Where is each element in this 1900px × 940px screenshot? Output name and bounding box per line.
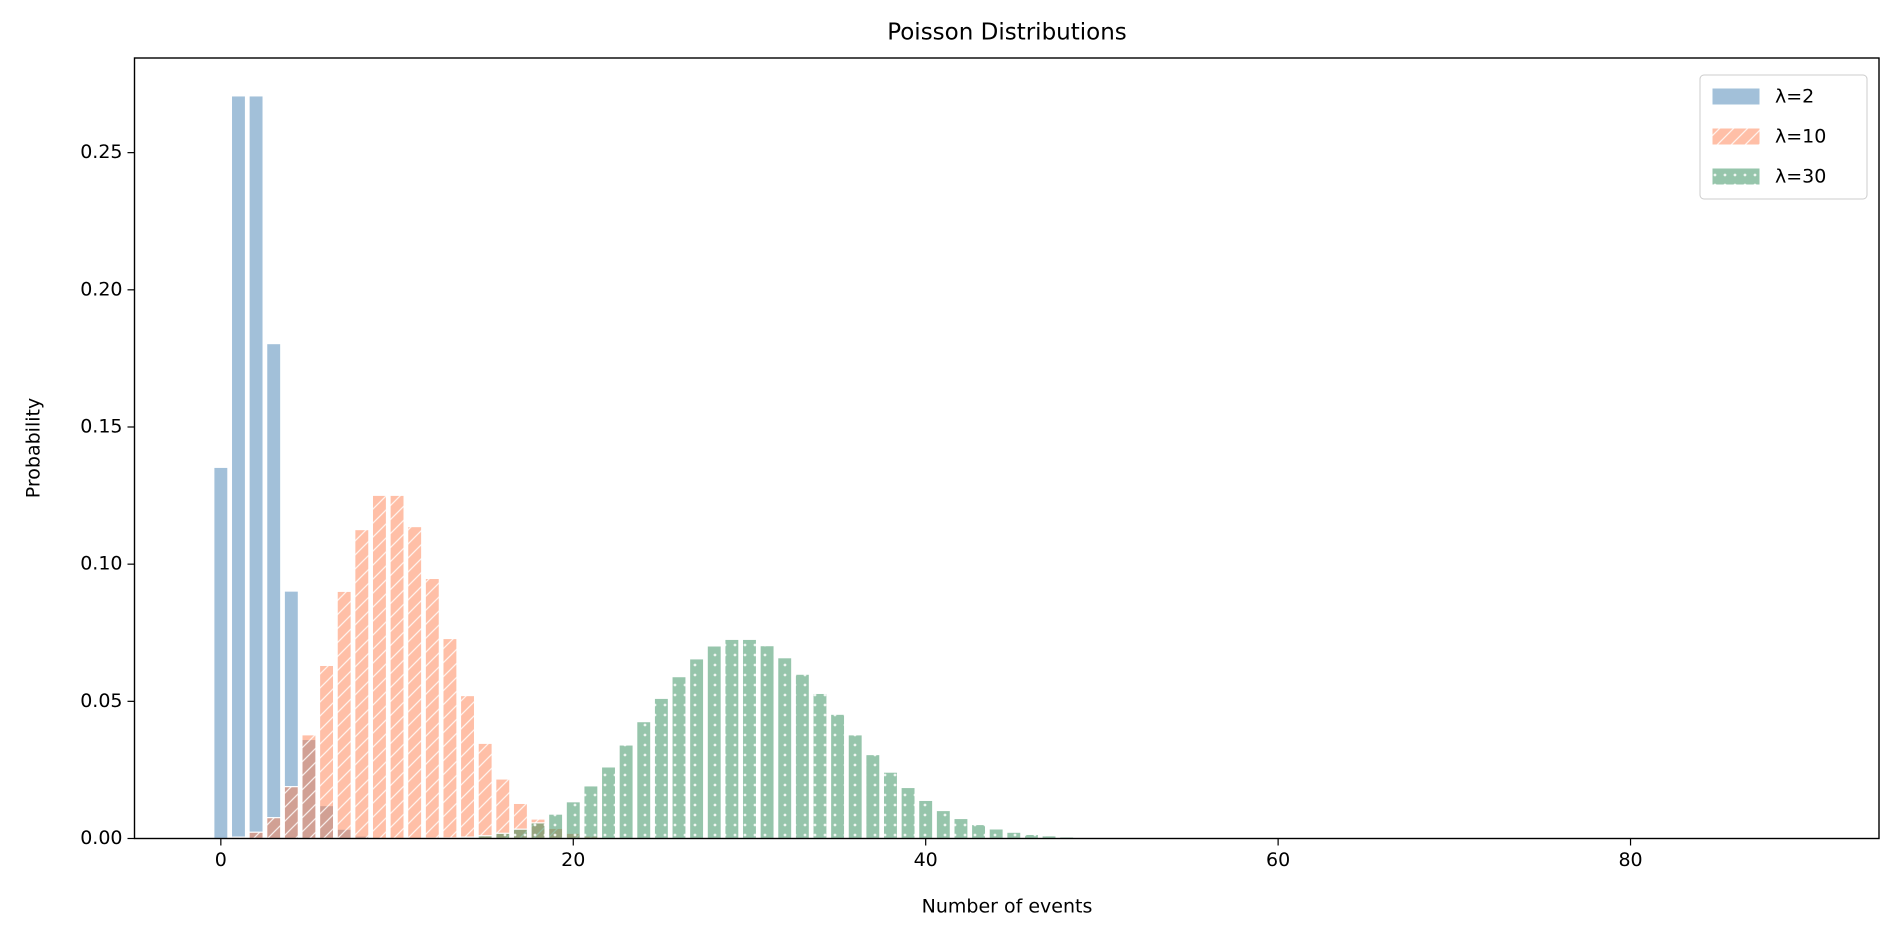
- legend-label: λ=30: [1775, 166, 1826, 188]
- bar-hatch: [1024, 834, 1039, 839]
- x-tick-label: 20: [561, 849, 585, 871]
- bar-hatch: [495, 778, 510, 839]
- bars: [213, 95, 1110, 840]
- bar-hatch: [478, 835, 493, 839]
- bar-hatch: [777, 657, 792, 839]
- bar-hatch: [989, 828, 1004, 839]
- bar-hatch: [901, 787, 916, 839]
- x-tick-label: 60: [1266, 849, 1290, 871]
- bar-hatch: [742, 639, 757, 839]
- bar-hatch: [583, 785, 598, 839]
- bar-hatch: [760, 645, 775, 839]
- bar-hatch: [530, 822, 546, 839]
- legend-swatch-hatch: [1712, 128, 1760, 145]
- bar-hatch: [566, 801, 581, 839]
- plot-frame: [133, 57, 1880, 840]
- bar-hatch: [671, 676, 687, 839]
- bar-hatch: [495, 833, 510, 839]
- bar-hatch: [795, 674, 810, 839]
- bar-hatch: [319, 665, 334, 839]
- legend-swatch: [1711, 87, 1761, 106]
- bar-hatch: [936, 810, 951, 839]
- bar-hatch: [460, 695, 475, 839]
- bar-hatch: [971, 824, 986, 839]
- bar-hatch: [407, 526, 422, 839]
- bar-hatch: [1041, 835, 1057, 839]
- bar-hatch: [478, 743, 493, 839]
- bar-hatch: [284, 786, 299, 839]
- bar: [266, 342, 282, 840]
- axes: 0 20 40 60 80 0.00 0.05 0.10 0.15 0.20 0.25: [80, 141, 1642, 871]
- bar-hatch: [513, 829, 528, 839]
- bar-hatch: [883, 772, 898, 839]
- bar-hatch: [707, 645, 722, 839]
- x-tick-label: 40: [914, 849, 938, 871]
- legend-label: λ=10: [1775, 126, 1826, 148]
- bar-hatch: [354, 529, 369, 839]
- x-tick-label: 80: [1618, 849, 1642, 871]
- legend-label: λ=2: [1775, 86, 1814, 108]
- x-tick-label: 0: [215, 849, 227, 871]
- bar-hatch: [724, 639, 739, 839]
- bar-hatch: [830, 714, 845, 839]
- bar-hatch: [848, 734, 863, 839]
- bar-hatch: [390, 495, 405, 839]
- y-tick-label: 0.10: [80, 553, 122, 575]
- bar-hatch: [636, 721, 651, 839]
- bar-hatch: [812, 693, 828, 839]
- legend-swatch-hatch: [1712, 168, 1760, 185]
- bar-hatch: [654, 698, 669, 839]
- bar: [213, 466, 229, 840]
- bar-hatch: [1006, 832, 1021, 839]
- y-tick-label: 0.15: [80, 415, 122, 437]
- x-axis-label: Number of events: [922, 896, 1093, 918]
- legend: λ=2 λ=10 λ=30: [1699, 74, 1868, 200]
- bar-hatch: [689, 658, 704, 839]
- y-tick-label: 0.00: [80, 827, 122, 849]
- y-tick-label: 0.05: [80, 690, 122, 712]
- y-tick-label: 0.25: [80, 141, 122, 163]
- bar-hatch: [337, 591, 352, 839]
- bar: [230, 95, 247, 840]
- bar-hatch: [865, 754, 880, 839]
- bar-hatch: [1059, 836, 1074, 839]
- bar-hatch: [425, 578, 440, 839]
- y-tick-label: 0.20: [80, 278, 122, 300]
- y-axis-label: Probability: [23, 398, 45, 498]
- bar-hatch: [548, 814, 563, 839]
- bar-hatch: [442, 638, 457, 839]
- bar-hatch: [266, 817, 281, 839]
- bar-hatch: [301, 734, 316, 839]
- bar-hatch: [601, 766, 616, 839]
- bar-hatch: [918, 800, 933, 839]
- chart-title: Poisson Distributions: [887, 20, 1127, 46]
- bar-hatch: [619, 744, 634, 839]
- bar-hatch: [249, 832, 264, 839]
- bar-hatch: [953, 818, 968, 839]
- bar-hatch: [372, 495, 387, 839]
- bar: [248, 95, 264, 840]
